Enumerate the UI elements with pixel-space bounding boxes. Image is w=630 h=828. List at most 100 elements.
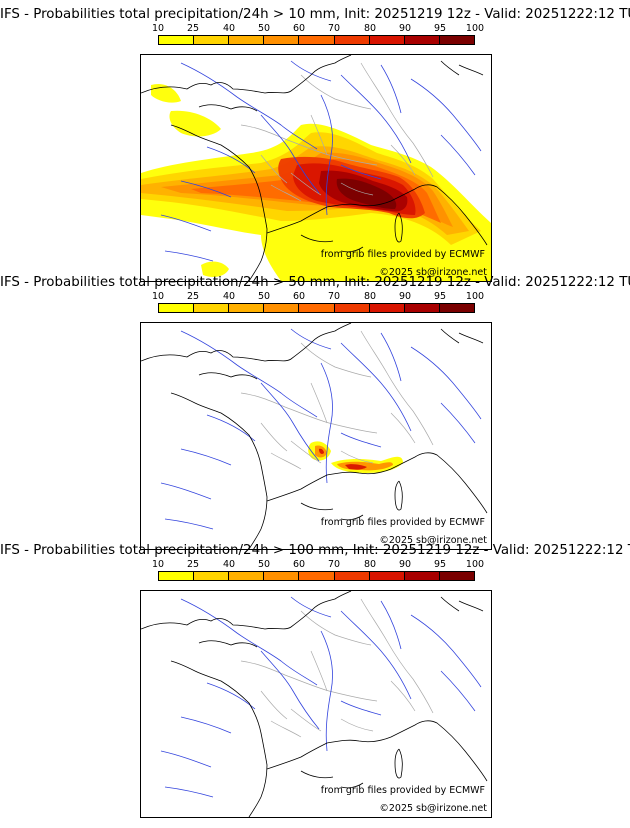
river xyxy=(340,164,382,180)
admin-border xyxy=(270,650,328,738)
admin-border xyxy=(300,342,372,378)
river xyxy=(160,750,214,798)
river xyxy=(160,214,214,262)
admin-border xyxy=(270,382,328,470)
admin-border xyxy=(360,330,434,446)
river xyxy=(290,328,476,444)
river xyxy=(290,596,476,712)
panel-title: IFS - Probabilities total precipitation/… xyxy=(0,275,630,290)
legend-label: 25 xyxy=(186,559,200,570)
legend-swatch xyxy=(334,304,370,312)
basemap xyxy=(141,591,488,817)
legend-label: 60 xyxy=(292,291,306,302)
legend-swatch xyxy=(194,304,230,312)
legend-swatch xyxy=(404,36,440,44)
map-panel-10mm: IFS - Probabilities total precipitation/… xyxy=(0,6,630,282)
river xyxy=(290,60,476,176)
legend-label: 80 xyxy=(363,559,377,570)
legend-swatch xyxy=(194,36,230,44)
coastline xyxy=(141,591,352,630)
map-panel-100mm: IFS - Probabilities total precipitation/… xyxy=(0,542,630,818)
coastline xyxy=(414,720,488,782)
coastline xyxy=(266,456,416,502)
legend-label: 60 xyxy=(292,23,306,34)
admin-border xyxy=(360,62,434,178)
legend-label: 10 xyxy=(151,23,165,34)
river xyxy=(340,342,412,432)
river xyxy=(260,382,320,462)
coastline xyxy=(394,748,403,779)
legend-swatch xyxy=(299,304,335,312)
coastline xyxy=(414,184,488,246)
basemap xyxy=(141,55,488,281)
river xyxy=(340,74,412,164)
legend-swatch xyxy=(194,572,230,580)
legend-label: 100 xyxy=(465,23,485,34)
river xyxy=(180,682,256,734)
admin-border xyxy=(260,144,416,184)
map-area: from grib files provided by ECMWF ©2025 … xyxy=(140,322,492,550)
legend-label: 70 xyxy=(327,23,341,34)
coastline xyxy=(414,452,488,514)
panel-title: IFS - Probabilities total precipitation/… xyxy=(0,543,630,558)
legend-swatch xyxy=(404,572,440,580)
legend-label: 95 xyxy=(433,559,447,570)
admin-border xyxy=(290,440,374,464)
grib-credit: from grib files provided by ECMWF xyxy=(320,785,485,796)
panel-title: IFS - Probabilities total precipitation/… xyxy=(0,7,630,22)
legend-swatch xyxy=(264,572,300,580)
river xyxy=(380,332,482,420)
coastline xyxy=(170,660,268,817)
admin-border xyxy=(240,392,378,434)
coastline xyxy=(141,55,352,94)
admin-border xyxy=(290,172,374,196)
legend-label: 100 xyxy=(465,559,485,570)
legend-label: 40 xyxy=(222,23,236,34)
river xyxy=(320,630,333,752)
precip-probability-region xyxy=(319,448,324,454)
admin-border xyxy=(290,708,374,732)
legend-swatch xyxy=(439,304,474,312)
legend-swatch xyxy=(159,36,195,44)
legend-swatch xyxy=(369,36,405,44)
legend-label: 25 xyxy=(186,23,200,34)
coastline xyxy=(440,60,484,76)
copyright-credit: ©2025 sb@irizone.net xyxy=(379,267,487,278)
legend-swatch xyxy=(334,36,370,44)
coastline xyxy=(198,640,258,648)
legend-swatch xyxy=(264,304,300,312)
river xyxy=(340,700,382,716)
legend-label: 90 xyxy=(398,291,412,302)
admin-border xyxy=(240,124,378,166)
basemap xyxy=(141,323,488,549)
legend-label: 50 xyxy=(257,23,271,34)
legend-swatch xyxy=(159,572,195,580)
legend-label: 10 xyxy=(151,559,165,570)
legend-label: 40 xyxy=(222,559,236,570)
legend-label: 60 xyxy=(292,559,306,570)
legend-label: 25 xyxy=(186,291,200,302)
grib-credit: from grib files provided by ECMWF xyxy=(320,249,485,260)
legend-color-bar xyxy=(158,571,475,581)
legend-swatch xyxy=(439,36,474,44)
river xyxy=(260,650,320,730)
legend-color-bar xyxy=(158,303,475,313)
legend-label: 50 xyxy=(257,291,271,302)
coastline xyxy=(300,234,364,253)
legend-swatch xyxy=(229,304,265,312)
map-canvas xyxy=(141,55,491,281)
legend-label: 95 xyxy=(433,23,447,34)
legend-label: 70 xyxy=(327,291,341,302)
river xyxy=(340,432,382,448)
coastline xyxy=(300,502,364,521)
admin-border xyxy=(360,598,434,714)
legend-swatch xyxy=(229,572,265,580)
grib-credit: from grib files provided by ECMWF xyxy=(320,517,485,528)
legend-swatch xyxy=(264,36,300,44)
legend-labels: 10 25 40 50 60 70 80 90 95 100 xyxy=(141,560,501,570)
legend-swatch xyxy=(299,572,335,580)
coastline xyxy=(394,212,403,243)
legend-labels: 10 25 40 50 60 70 80 90 95 100 xyxy=(141,24,501,34)
legend-swatch xyxy=(159,304,195,312)
admin-border xyxy=(260,680,416,720)
